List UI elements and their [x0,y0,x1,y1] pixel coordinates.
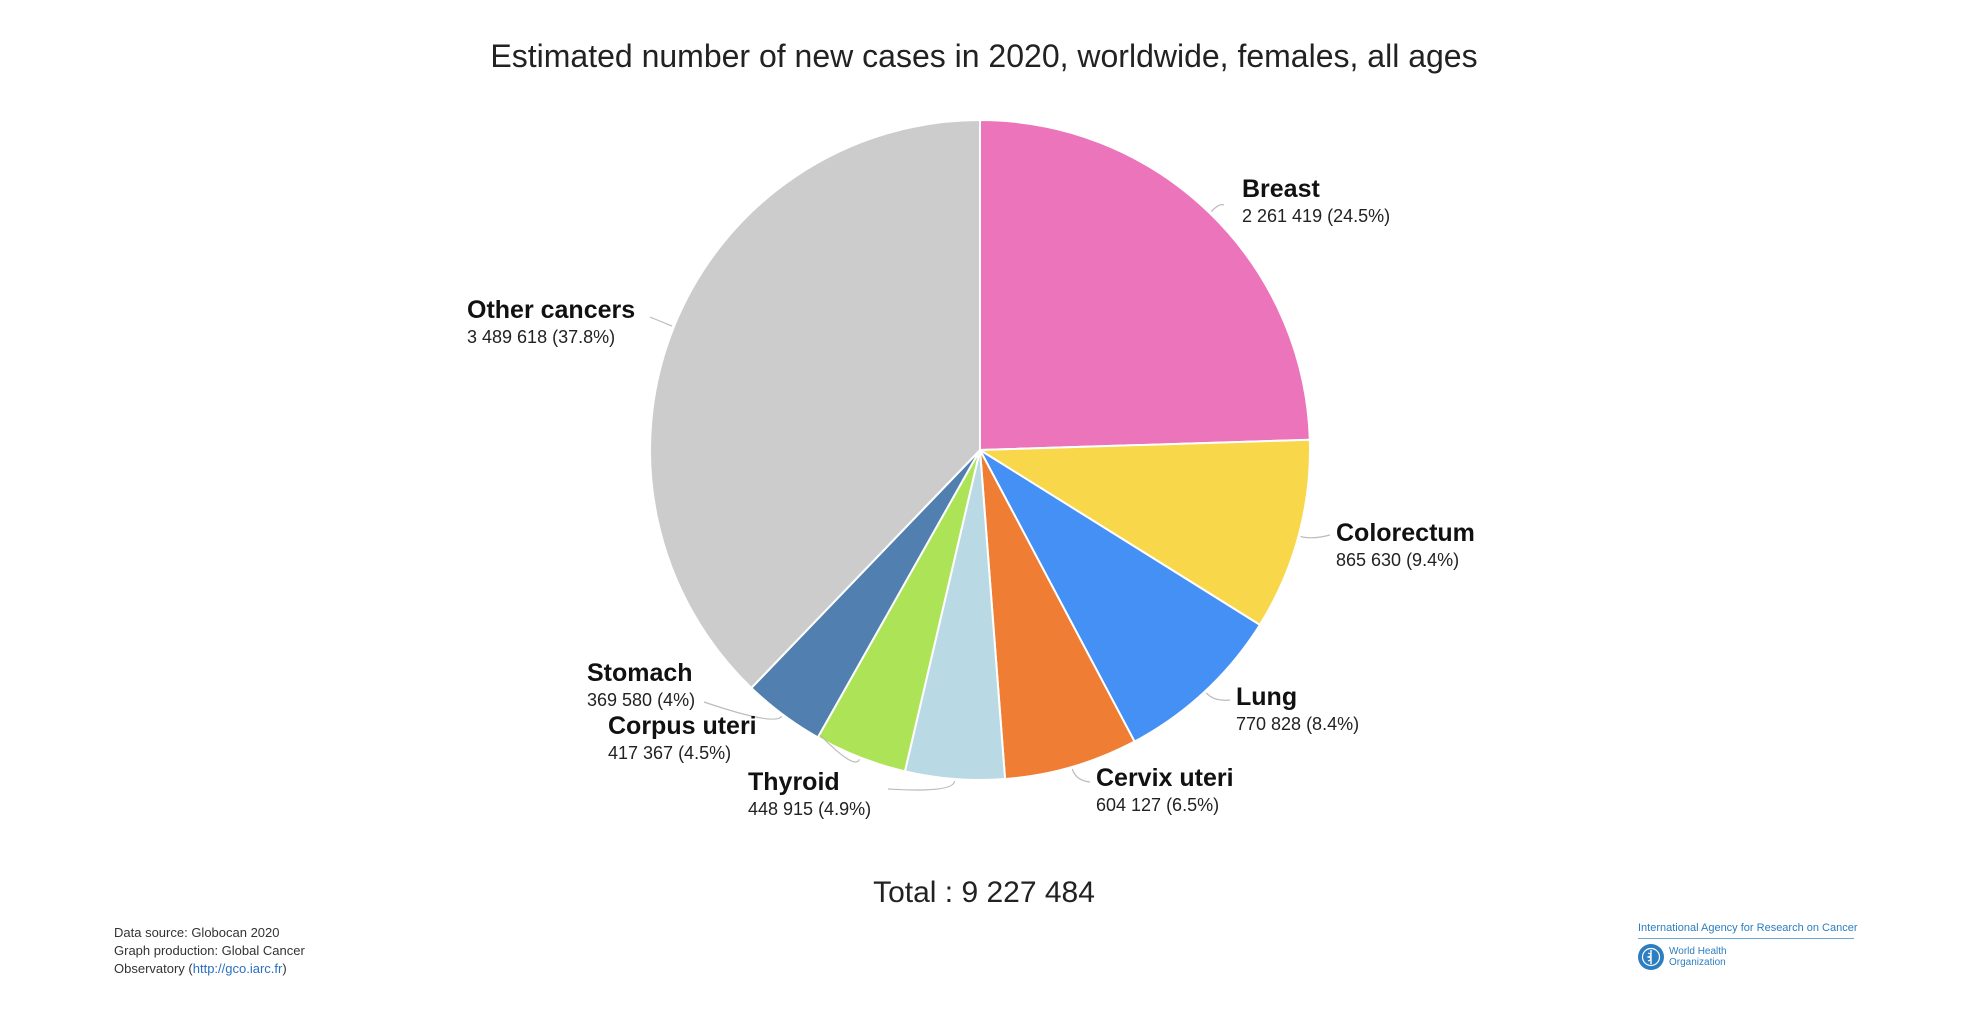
pie-slice-other-cancers [649,118,981,690]
pie-slice-colorectum [976,438,1311,627]
chart-title: Estimated number of new cases in 2020, w… [490,38,1477,74]
slice-label-other-cancers: Other cancers [467,296,635,324]
source-line-2: Graph production: Global Cancer [114,943,305,958]
pie-slices [649,118,1311,781]
source-prefix: Observatory ( [114,961,193,976]
slice-label-stomach: Stomach [587,659,693,687]
slice-label-lung: Lung [1236,683,1297,711]
slice-labels: Breast 2 261 419 (24.5%) Colorectum 865 630… [467,175,1475,819]
pie-slice-lung [977,447,1262,743]
who-name: World Health Organization [1669,946,1727,968]
source-line-1: Data source: Globocan 2020 [114,925,280,940]
slice-label-breast: Breast [1242,175,1320,203]
iarc-logo-text: International Agency for Research on Can… [1638,922,1858,939]
who-emblem-icon [1638,944,1664,970]
leader-line-stomach [703,701,783,720]
source-suffix: ) [282,961,287,976]
leader-line-breast [1210,204,1225,213]
leader-line-corpus-uteri [819,734,860,763]
data-source-note: Data source: Globocan 2020 Graph product… [114,924,305,978]
who-logo: World Health Organization [1638,944,1854,970]
total-label: Total : 9 227 484 [873,876,1095,909]
gco-link[interactable]: http://gco.iarc.fr [192,961,283,976]
slice-label-thyroid: Thyroid [748,768,840,796]
slice-value-lung: 770 828 (8.4%) [1236,714,1359,734]
slice-value-other-cancers: 3 489 618 (37.8%) [467,327,615,347]
pie-slice-breast [979,118,1311,452]
slice-value-stomach: 369 580 (4%) [587,690,695,710]
slice-value-cervix-uteri: 604 127 (6.5%) [1096,795,1219,815]
slice-value-colorectum: 865 630 (9.4%) [1336,550,1459,570]
slice-label-corpus-uteri: Corpus uteri [608,712,757,740]
leader-line-cervix-uteri [1071,768,1091,783]
leader-line-thyroid [887,780,956,791]
leader-line-lung [1205,692,1231,701]
slice-label-colorectum: Colorectum [1336,519,1475,547]
pie-slice-cervix-uteri [979,449,1136,781]
slice-value-corpus-uteri: 417 367 (4.5%) [608,743,731,763]
partner-logos: International Agency for Research on Can… [1638,922,1858,970]
leader-line-other-cancers [649,316,673,327]
leader-line-colorectum [1300,534,1331,539]
source-line-3: Observatory (http://gco.iarc.fr) [114,960,305,978]
slice-value-breast: 2 261 419 (24.5%) [1242,206,1390,226]
slice-label-cervix-uteri: Cervix uteri [1096,764,1234,792]
label-leader-lines [649,204,1331,791]
slice-value-thyroid: 448 915 (4.9%) [748,799,871,819]
